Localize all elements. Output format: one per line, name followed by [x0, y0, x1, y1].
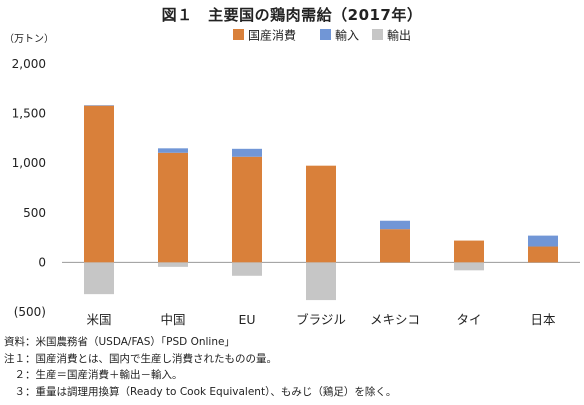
y-tick-label: (500) — [14, 305, 46, 319]
legend-label-0: 国産消費 — [248, 28, 296, 43]
bar-0-4 — [380, 229, 410, 263]
x-tick-label: メキシコ — [370, 312, 420, 327]
footnotes: 資料：米国農務省（USDA/FAS）「PSD Online」 注１：国産消費とは… — [4, 334, 396, 400]
legend-swatch-0 — [233, 29, 244, 40]
y-tick-label: 1,000 — [12, 156, 46, 170]
y-tick-label: 500 — [23, 206, 46, 220]
footnote-3: ３：重量は調理用換算（Ready to Cook Equivalent）、もみじ… — [4, 385, 397, 398]
legend-swatch-1 — [320, 29, 331, 40]
x-tick-label: ブラジル — [296, 312, 346, 327]
bar-2-2 — [232, 262, 262, 276]
bar-2-1 — [158, 262, 188, 267]
chart-title: 図１ 主要国の鶏肉需給（2017年） — [161, 6, 423, 24]
footnote-2: ２：生産＝国産消費＋輸出－輸入。 — [4, 369, 183, 381]
x-tick-label: 中国 — [160, 312, 185, 327]
bar-0-0 — [84, 105, 114, 263]
bar-1-0 — [84, 105, 114, 106]
bar-1-6 — [528, 235, 558, 247]
bar-2-5 — [454, 262, 484, 271]
bar-2-3 — [306, 262, 336, 301]
y-tick-label: 1,500 — [12, 107, 46, 121]
y-axis-unit: （万トン） — [4, 34, 54, 45]
bar-0-3 — [306, 165, 336, 263]
legend-label-2: 輸出 — [387, 28, 411, 43]
bar-1-2 — [232, 148, 262, 157]
legend: 国産消費 輸入 輸出 — [233, 28, 411, 43]
bar-0-5 — [454, 240, 484, 263]
x-axis: 米国 中国 EU ブラジル メキシコ タイ 日本 — [86, 312, 556, 327]
y-tick-label: 2,000 — [12, 57, 46, 71]
legend-label-1: 輸入 — [335, 28, 359, 43]
legend-swatch-2 — [372, 29, 383, 40]
footnote-source: 資料：米国農務省（USDA/FAS）「PSD Online」 — [4, 336, 235, 348]
bar-0-6 — [528, 246, 558, 263]
bar-1-1 — [158, 148, 188, 153]
x-tick-label: タイ — [456, 312, 481, 327]
footnote-1: 注１：国産消費とは、国内で生産し消費されたものの量。 — [4, 352, 277, 365]
bars — [84, 105, 558, 301]
chart: 国産消費 輸入 輸出 2,000 1,500 1,000 500 0 (500) 米国 中国 EU… — [12, 28, 580, 327]
bar-1-4 — [380, 220, 410, 230]
bar-0-1 — [158, 152, 188, 263]
x-tick-label: EU — [238, 312, 255, 327]
bar-2-0 — [84, 262, 114, 295]
x-tick-label: 日本 — [530, 312, 556, 327]
y-tick-label: 0 — [38, 255, 46, 269]
bar-0-2 — [232, 156, 262, 263]
x-tick-label: 米国 — [86, 312, 111, 327]
